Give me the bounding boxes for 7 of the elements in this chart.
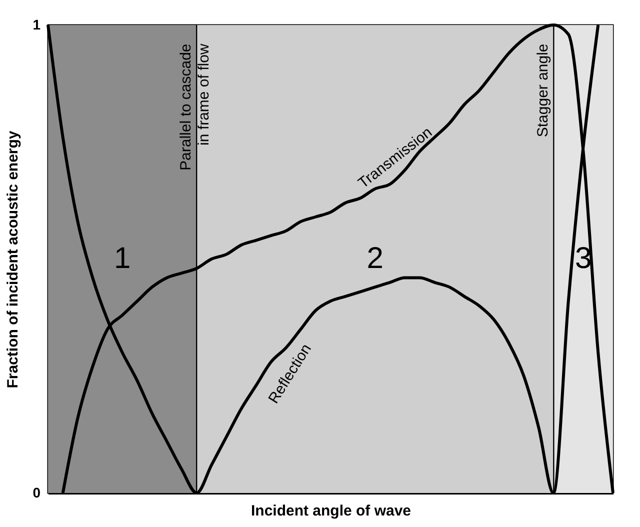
annotation: 2 xyxy=(366,242,384,275)
annotation: 1 xyxy=(114,242,131,275)
y-axis-title: Fraction of incident acoustic energy xyxy=(4,130,22,388)
y-tick-label: 0 xyxy=(32,484,41,500)
x-axis-title: Incident angle of wave xyxy=(250,502,412,520)
annotation: Parallel to cascade in frame of flow xyxy=(178,44,213,170)
annotation: Stagger angle xyxy=(534,44,552,138)
